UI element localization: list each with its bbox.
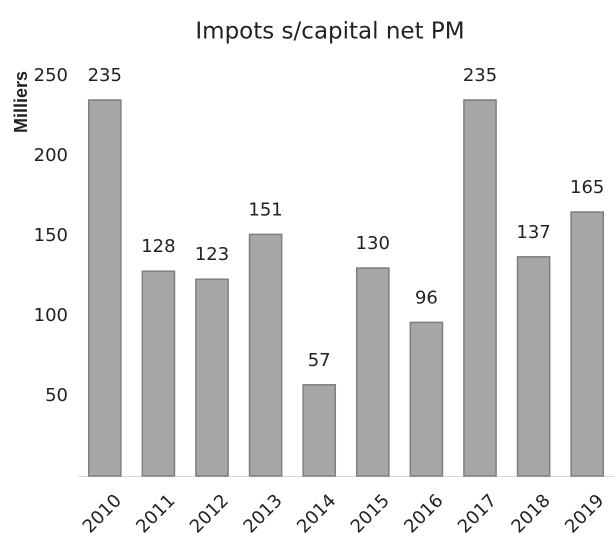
x-tick-label: 2018: [507, 490, 554, 537]
value-label: 96: [415, 287, 438, 308]
bar: [463, 99, 497, 477]
value-label: 130: [356, 233, 390, 254]
bar: [248, 233, 283, 477]
value-label: 235: [463, 65, 497, 86]
y-tick-label: 150: [34, 225, 68, 246]
x-tick-label: 2012: [186, 490, 233, 537]
bar: [409, 321, 444, 477]
value-label: 137: [516, 222, 550, 243]
value-label: 235: [88, 65, 122, 86]
x-tick-label: 2013: [239, 490, 286, 537]
value-label: 165: [570, 177, 604, 198]
x-tick-label: 2015: [347, 490, 394, 537]
y-tick-label: 100: [34, 305, 68, 326]
bar: [516, 256, 551, 477]
y-axis-label: Milliers: [11, 71, 31, 133]
value-label: 57: [308, 350, 331, 371]
bar: [570, 211, 605, 477]
value-label: 123: [195, 244, 229, 265]
chart-title: Impots s/capital net PM: [195, 19, 464, 45]
value-label: 151: [248, 199, 282, 220]
bar: [195, 278, 229, 477]
x-tick-label: 2016: [400, 490, 447, 537]
bar: [302, 384, 337, 477]
x-tick-label: 2011: [132, 490, 179, 537]
bar: [355, 267, 390, 477]
bar: [141, 270, 176, 477]
x-tick-label: 2017: [454, 490, 501, 537]
y-tick-label: 50: [45, 385, 68, 406]
y-tick-label: 250: [34, 65, 68, 86]
y-tick-label: 200: [34, 145, 68, 166]
x-tick-label: 2014: [293, 490, 340, 537]
value-label: 128: [141, 236, 175, 257]
bar: [87, 99, 122, 477]
x-tick-label: 2019: [561, 490, 608, 537]
x-tick-label: 2010: [79, 490, 126, 537]
